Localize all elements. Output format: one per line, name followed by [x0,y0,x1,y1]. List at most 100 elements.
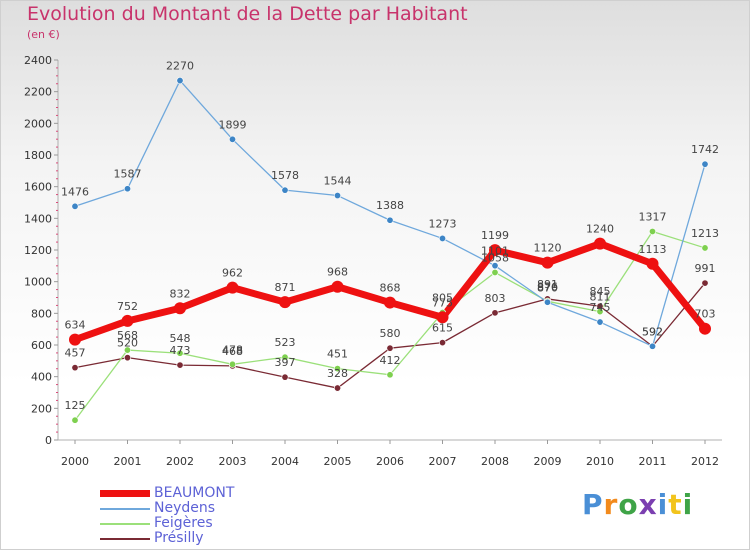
data-point-feigeres [596,308,604,316]
data-point-beaumont [384,296,396,309]
data-label-presilly: 615 [432,322,453,335]
y-tick-label: 2400 [24,54,52,67]
data-label-neydens: 870 [537,281,558,294]
data-point-beaumont [174,302,186,315]
data-point-feigeres [281,353,289,361]
data-label-beaumont: 1120 [534,242,562,255]
data-label-feigeres: 568 [117,329,138,342]
data-label-beaumont: 634 [65,319,86,332]
y-tick-label: 600 [31,339,52,352]
data-label-feigeres: 412 [380,354,401,367]
data-point-beaumont [121,314,134,327]
x-tick-label: 2000 [61,455,89,468]
data-label-neydens: 1578 [271,169,299,182]
data-point-feigeres [701,244,709,252]
data-label-beaumont: 962 [222,267,243,280]
logo-letter: x [638,488,658,521]
legend-swatch-feigeres [100,523,150,525]
data-point-neydens [438,234,446,242]
y-tick-label: 1400 [24,212,52,225]
y-tick-label: 800 [31,307,52,320]
data-point-neydens [124,185,132,193]
data-label-feigeres: 548 [170,332,191,345]
data-point-presilly [438,339,446,347]
data-label-neydens: 1742 [691,143,719,156]
data-label-presilly: 845 [590,285,611,298]
data-label-presilly: 592 [642,325,663,338]
data-point-beaumont [436,311,449,324]
data-label-feigeres: 451 [327,348,348,361]
data-label-neydens: 1101 [481,245,509,258]
data-point-feigeres [71,416,79,424]
x-tick-label: 2011 [639,455,667,468]
data-point-neydens [543,298,551,306]
logo-letter: P [582,488,604,521]
data-label-presilly: 891 [537,278,558,291]
logo-letter: t [668,488,683,521]
data-point-feigeres [491,268,499,276]
data-point-beaumont [226,281,239,294]
data-label-beaumont: 775 [432,296,453,309]
data-point-neydens [333,192,341,200]
data-point-neydens [701,160,709,168]
data-point-beaumont [699,322,711,335]
data-point-presilly [124,354,132,362]
data-point-beaumont [69,333,81,346]
data-point-feigeres [229,360,237,368]
data-label-presilly: 473 [170,344,191,357]
data-label-presilly: 991 [695,262,716,275]
legend-label-neydens: Neydens [154,500,216,516]
data-label-feigeres: 811 [590,291,611,304]
x-tick-label: 2009 [534,455,562,468]
x-tick-label: 2008 [481,455,509,468]
data-point-neydens [281,186,289,194]
legend-label-beaumont: BEAUMONT [154,485,235,501]
data-label-feigeres: 125 [65,399,86,412]
data-point-beaumont [541,256,554,269]
data-label-feigeres: 523 [275,336,296,349]
data-label-presilly: 580 [380,327,401,340]
data-label-neydens: 1273 [429,217,457,230]
data-label-beaumont: 1113 [639,243,667,256]
proxiti-logo: Proxiti [582,488,693,521]
data-point-beaumont [646,257,659,270]
data-point-neydens [229,135,237,143]
data-label-feigeres: 1213 [691,227,719,240]
y-tick-label: 1600 [24,181,52,194]
logo-letter: o [618,488,639,521]
data-label-neydens: 2270 [166,60,194,73]
y-tick-label: 400 [31,371,52,384]
x-tick-label: 2001 [114,455,142,468]
data-label-beaumont: 832 [170,287,191,300]
y-tick-label: 200 [31,402,52,415]
data-point-feigeres [333,365,341,373]
data-label-feigeres: 1058 [481,251,509,264]
data-label-beaumont: 1199 [481,229,509,242]
data-label-neydens: 1476 [61,185,89,198]
chart-subtitle: (en €) [27,28,60,41]
x-tick-label: 2005 [324,455,352,468]
logo-letter: i [682,488,694,521]
chart-title: Evolution du Montant de la Dette par Hab… [27,3,468,25]
data-label-beaumont: 868 [380,282,401,295]
data-label-neydens: 1388 [376,199,404,212]
data-point-neydens [648,342,656,350]
data-label-beaumont: 968 [327,266,348,279]
data-label-beaumont: 1240 [586,223,614,236]
data-label-feigeres: 876 [537,280,558,293]
legend-swatch-presilly [100,538,150,540]
data-point-neydens [386,216,394,224]
data-point-beaumont [489,244,501,257]
data-label-neydens: 745 [590,301,611,314]
data-label-neydens: 1899 [219,118,247,131]
x-tick-label: 2012 [691,455,719,468]
data-point-feigeres [176,349,184,357]
y-tick-label: 1800 [24,149,52,162]
y-tick-label: 1200 [24,244,52,257]
data-point-neydens [176,77,184,85]
data-label-neydens: 592 [642,325,663,338]
x-tick-label: 2007 [429,455,457,468]
data-point-presilly [333,384,341,392]
